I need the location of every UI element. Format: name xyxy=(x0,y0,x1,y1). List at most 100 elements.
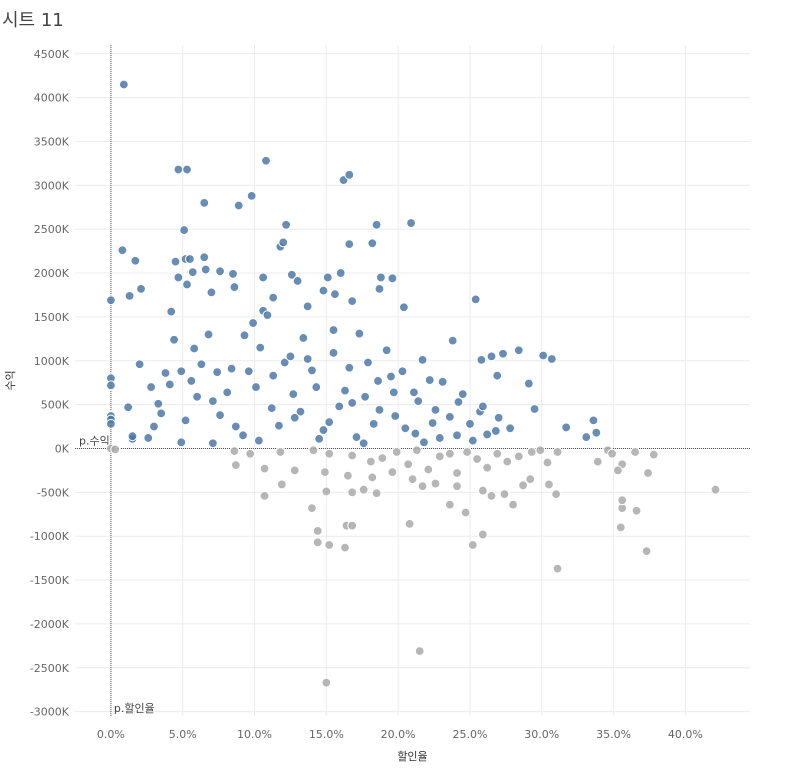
data-point-profit[interactable] xyxy=(239,330,250,341)
data-point-profit[interactable] xyxy=(123,402,134,413)
data-point-loss[interactable] xyxy=(508,499,518,510)
data-point-loss[interactable] xyxy=(259,463,270,474)
data-point-loss[interactable] xyxy=(444,499,455,510)
data-point-loss[interactable] xyxy=(289,465,300,476)
data-point-profit[interactable] xyxy=(189,343,200,354)
data-point-profit[interactable] xyxy=(261,155,271,166)
data-point-loss[interactable] xyxy=(615,522,626,533)
data-point-loss[interactable] xyxy=(423,464,434,475)
data-point-profit[interactable] xyxy=(196,359,207,370)
data-point-profit[interactable] xyxy=(295,406,306,417)
data-point-loss[interactable] xyxy=(340,542,350,553)
data-point-loss[interactable] xyxy=(342,470,353,481)
data-point-loss[interactable] xyxy=(648,449,659,460)
data-point-profit[interactable] xyxy=(409,387,419,398)
data-point-profit[interactable] xyxy=(266,403,277,414)
data-point-loss[interactable] xyxy=(444,448,455,459)
data-point-profit[interactable] xyxy=(153,398,164,409)
data-point-profit[interactable] xyxy=(328,347,339,358)
data-point-profit[interactable] xyxy=(424,375,435,385)
data-point-profit[interactable] xyxy=(182,164,192,175)
data-point-loss[interactable] xyxy=(367,472,378,483)
data-point-loss[interactable] xyxy=(502,456,513,467)
data-point-profit[interactable] xyxy=(238,430,248,441)
data-point-profit[interactable] xyxy=(268,370,279,381)
data-point-profit[interactable] xyxy=(230,421,241,432)
data-point-loss[interactable] xyxy=(434,451,445,462)
data-point-loss[interactable] xyxy=(467,540,478,550)
data-point-profit[interactable] xyxy=(173,272,184,283)
data-point-loss[interactable] xyxy=(482,462,493,473)
data-point-loss[interactable] xyxy=(371,488,382,499)
data-point-loss[interactable] xyxy=(347,520,358,531)
data-point-profit[interactable] xyxy=(344,169,355,180)
data-point-loss[interactable] xyxy=(630,447,641,457)
data-point-profit[interactable] xyxy=(444,412,455,422)
data-point-profit[interactable] xyxy=(374,404,385,415)
data-point-profit[interactable] xyxy=(134,359,145,370)
data-point-profit[interactable] xyxy=(281,219,292,230)
data-point-profit[interactable] xyxy=(311,382,322,392)
data-point-profit[interactable] xyxy=(187,267,198,278)
data-point-loss[interactable] xyxy=(462,447,472,457)
data-point-loss[interactable] xyxy=(387,467,398,478)
data-point-profit[interactable] xyxy=(465,419,475,429)
data-point-loss[interactable] xyxy=(347,487,358,498)
data-point-profit[interactable] xyxy=(302,301,313,312)
data-point-profit[interactable] xyxy=(199,197,210,208)
data-point-loss[interactable] xyxy=(641,546,652,557)
data-point-profit[interactable] xyxy=(376,272,386,283)
data-point-profit[interactable] xyxy=(192,391,202,402)
data-point-loss[interactable] xyxy=(526,447,537,457)
data-point-profit[interactable] xyxy=(318,285,329,296)
data-point-profit[interactable] xyxy=(207,438,218,449)
data-point-loss[interactable] xyxy=(404,519,415,529)
data-point-profit[interactable] xyxy=(106,295,116,306)
data-point-profit[interactable] xyxy=(387,273,398,284)
data-point-profit[interactable] xyxy=(328,325,339,335)
data-point-loss[interactable] xyxy=(492,448,503,459)
data-point-profit[interactable] xyxy=(206,287,217,298)
data-point-profit[interactable] xyxy=(437,376,448,387)
data-point-profit[interactable] xyxy=(397,366,408,377)
data-point-profit[interactable] xyxy=(255,342,266,353)
data-point-loss[interactable] xyxy=(319,467,330,478)
data-point-loss[interactable] xyxy=(460,507,471,518)
data-point-loss[interactable] xyxy=(513,451,524,462)
data-point-loss[interactable] xyxy=(631,505,642,516)
data-point-profit[interactable] xyxy=(215,266,225,277)
data-point-profit[interactable] xyxy=(457,389,468,399)
data-point-profit[interactable] xyxy=(258,272,269,283)
data-point-profit[interactable] xyxy=(371,219,382,230)
data-point-profit[interactable] xyxy=(427,418,438,428)
data-point-profit[interactable] xyxy=(278,237,289,248)
data-point-loss[interactable] xyxy=(347,450,358,461)
data-point-profit[interactable] xyxy=(351,432,362,442)
data-point-loss[interactable] xyxy=(592,456,603,467)
data-point-loss[interactable] xyxy=(710,484,721,495)
data-point-profit[interactable] xyxy=(228,269,238,279)
data-point-profit[interactable] xyxy=(347,296,358,307)
data-point-profit[interactable] xyxy=(467,435,478,446)
data-point-profit[interactable] xyxy=(222,387,233,398)
data-point-profit[interactable] xyxy=(226,363,237,374)
data-point-profit[interactable] xyxy=(251,382,261,392)
data-point-profit[interactable] xyxy=(390,411,401,421)
data-point-profit[interactable] xyxy=(493,412,504,423)
data-point-loss[interactable] xyxy=(312,526,323,536)
data-point-profit[interactable] xyxy=(406,218,416,228)
data-point-loss[interactable] xyxy=(411,445,422,456)
data-point-loss[interactable] xyxy=(110,444,121,455)
data-point-profit[interactable] xyxy=(253,435,264,446)
data-point-profit[interactable] xyxy=(124,290,135,301)
data-point-profit[interactable] xyxy=(179,225,190,235)
data-point-profit[interactable] xyxy=(367,238,378,249)
data-point-profit[interactable] xyxy=(180,415,191,426)
data-point-loss[interactable] xyxy=(552,563,563,574)
data-point-loss[interactable] xyxy=(230,460,241,471)
data-point-profit[interactable] xyxy=(233,200,244,211)
data-point-loss[interactable] xyxy=(542,457,553,468)
data-point-profit[interactable] xyxy=(347,397,358,408)
data-point-profit[interactable] xyxy=(354,328,365,339)
data-point-profit[interactable] xyxy=(486,351,497,362)
